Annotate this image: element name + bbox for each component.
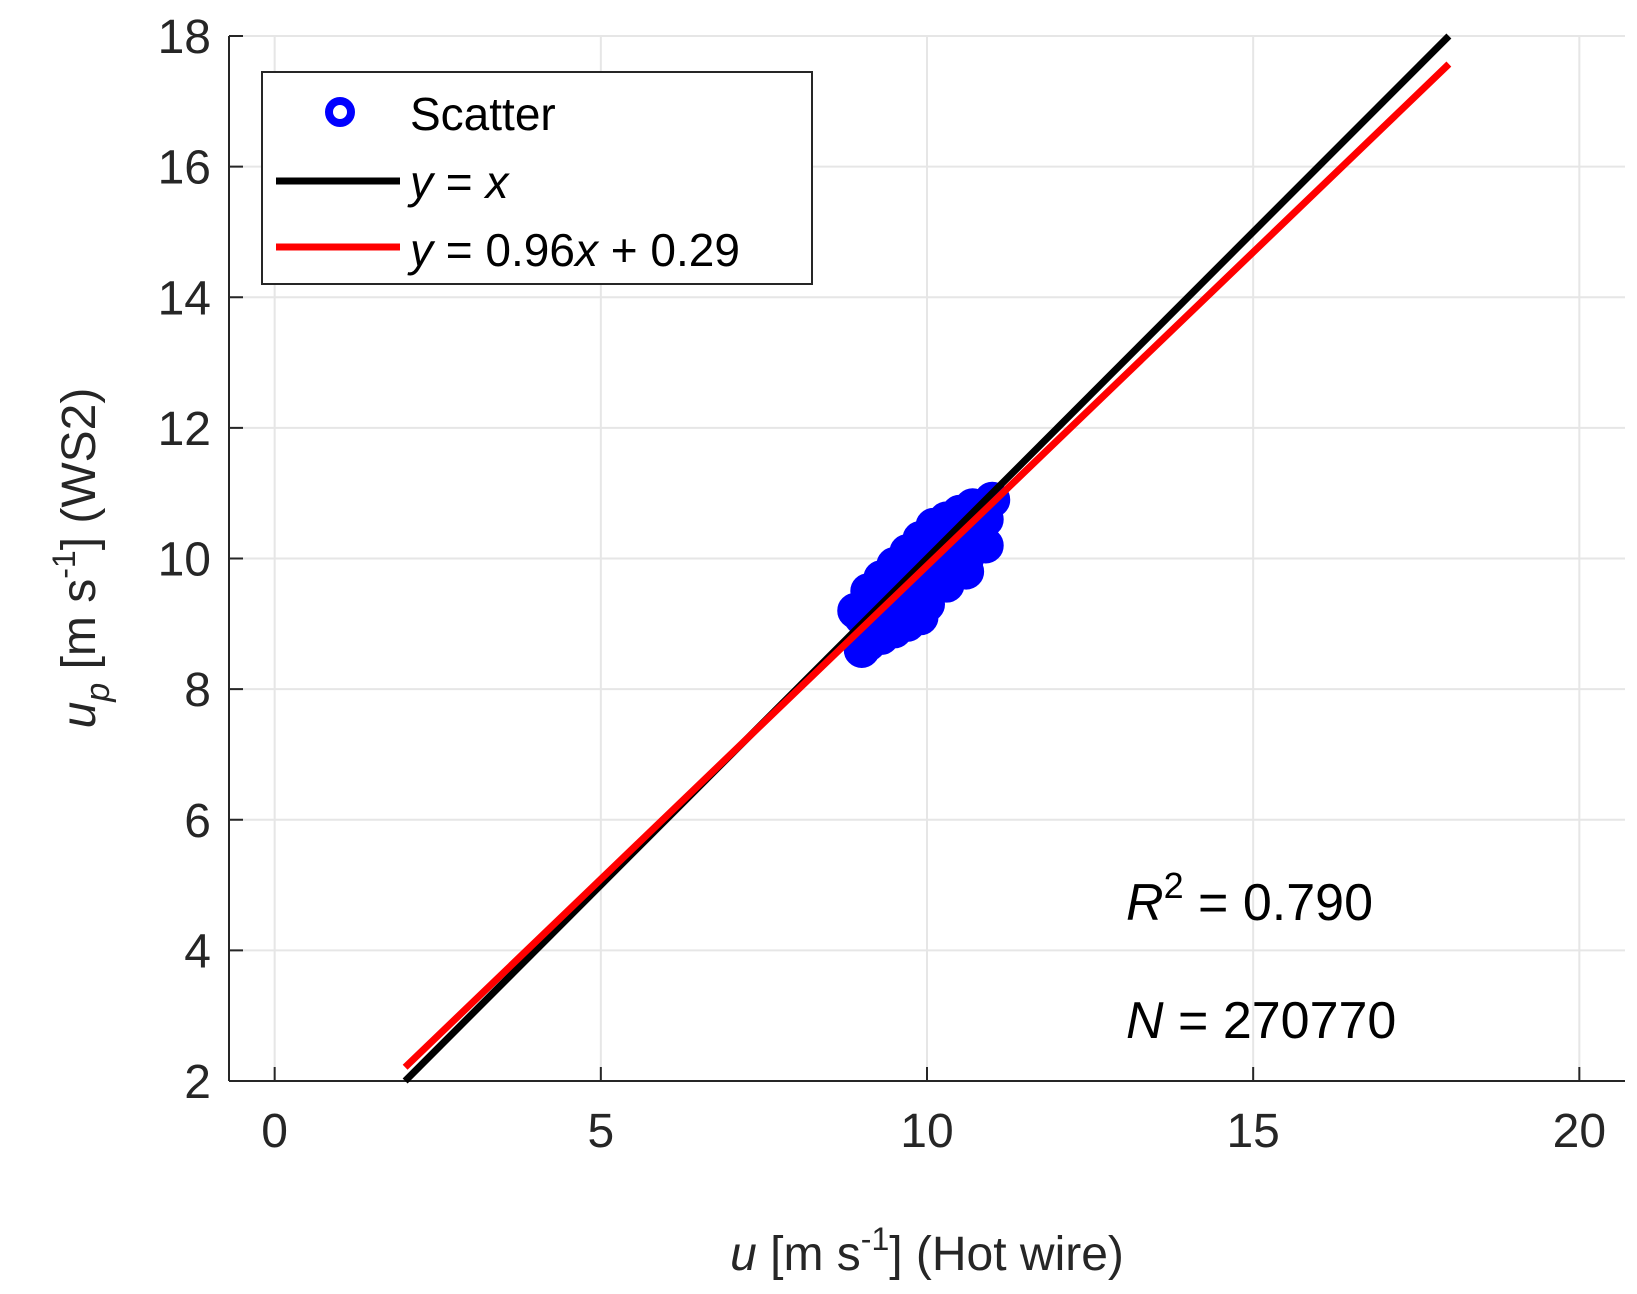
legend-line2-label: y = 0.96x + 0.29 (407, 224, 740, 276)
series-layer (402, 33, 1452, 1084)
r-squared-annotation: R2 = 0.790 (1126, 865, 1373, 932)
y-tick-label: 6 (184, 795, 211, 848)
y-tick-label: 2 (184, 1056, 211, 1109)
y-tick-label: 16 (158, 142, 211, 195)
x-tick-label: 5 (587, 1105, 614, 1158)
axes (228, 35, 1625, 1082)
y-tick-label: 18 (158, 11, 211, 64)
n-annotation: N = 270770 (1126, 992, 1396, 1050)
legend-line1-label: y = x (407, 156, 510, 208)
identity-line (402, 33, 1452, 1084)
fit-line (402, 61, 1452, 1070)
scatter-point (948, 553, 985, 590)
y-axis-label: up [m s-1] (WS2) (46, 388, 117, 729)
y-tick-label: 14 (158, 272, 211, 325)
x-tick-labels: 0 5 10 15 20 (261, 1105, 1606, 1158)
y-tick-labels: 2 4 6 8 10 12 14 16 18 (158, 11, 211, 1109)
legend-scatter-marker (325, 97, 355, 127)
legend-scatter-label: Scatter (410, 88, 556, 140)
x-tick-label: 15 (1226, 1105, 1279, 1158)
x-tick-label: 0 (261, 1105, 288, 1158)
x-tick-label: 10 (900, 1105, 953, 1158)
legend: Scatter y = x y = 0.96x + 0.29 (261, 71, 813, 285)
y-tick-label: 12 (158, 403, 211, 456)
y-tick-label: 4 (184, 925, 211, 978)
x-tick-label: 20 (1553, 1105, 1606, 1158)
y-tick-label: 8 (184, 664, 211, 717)
y-tick-label: 10 (158, 534, 211, 587)
x-axis-label: u [m s-1] (Hot wire) (730, 1221, 1124, 1281)
